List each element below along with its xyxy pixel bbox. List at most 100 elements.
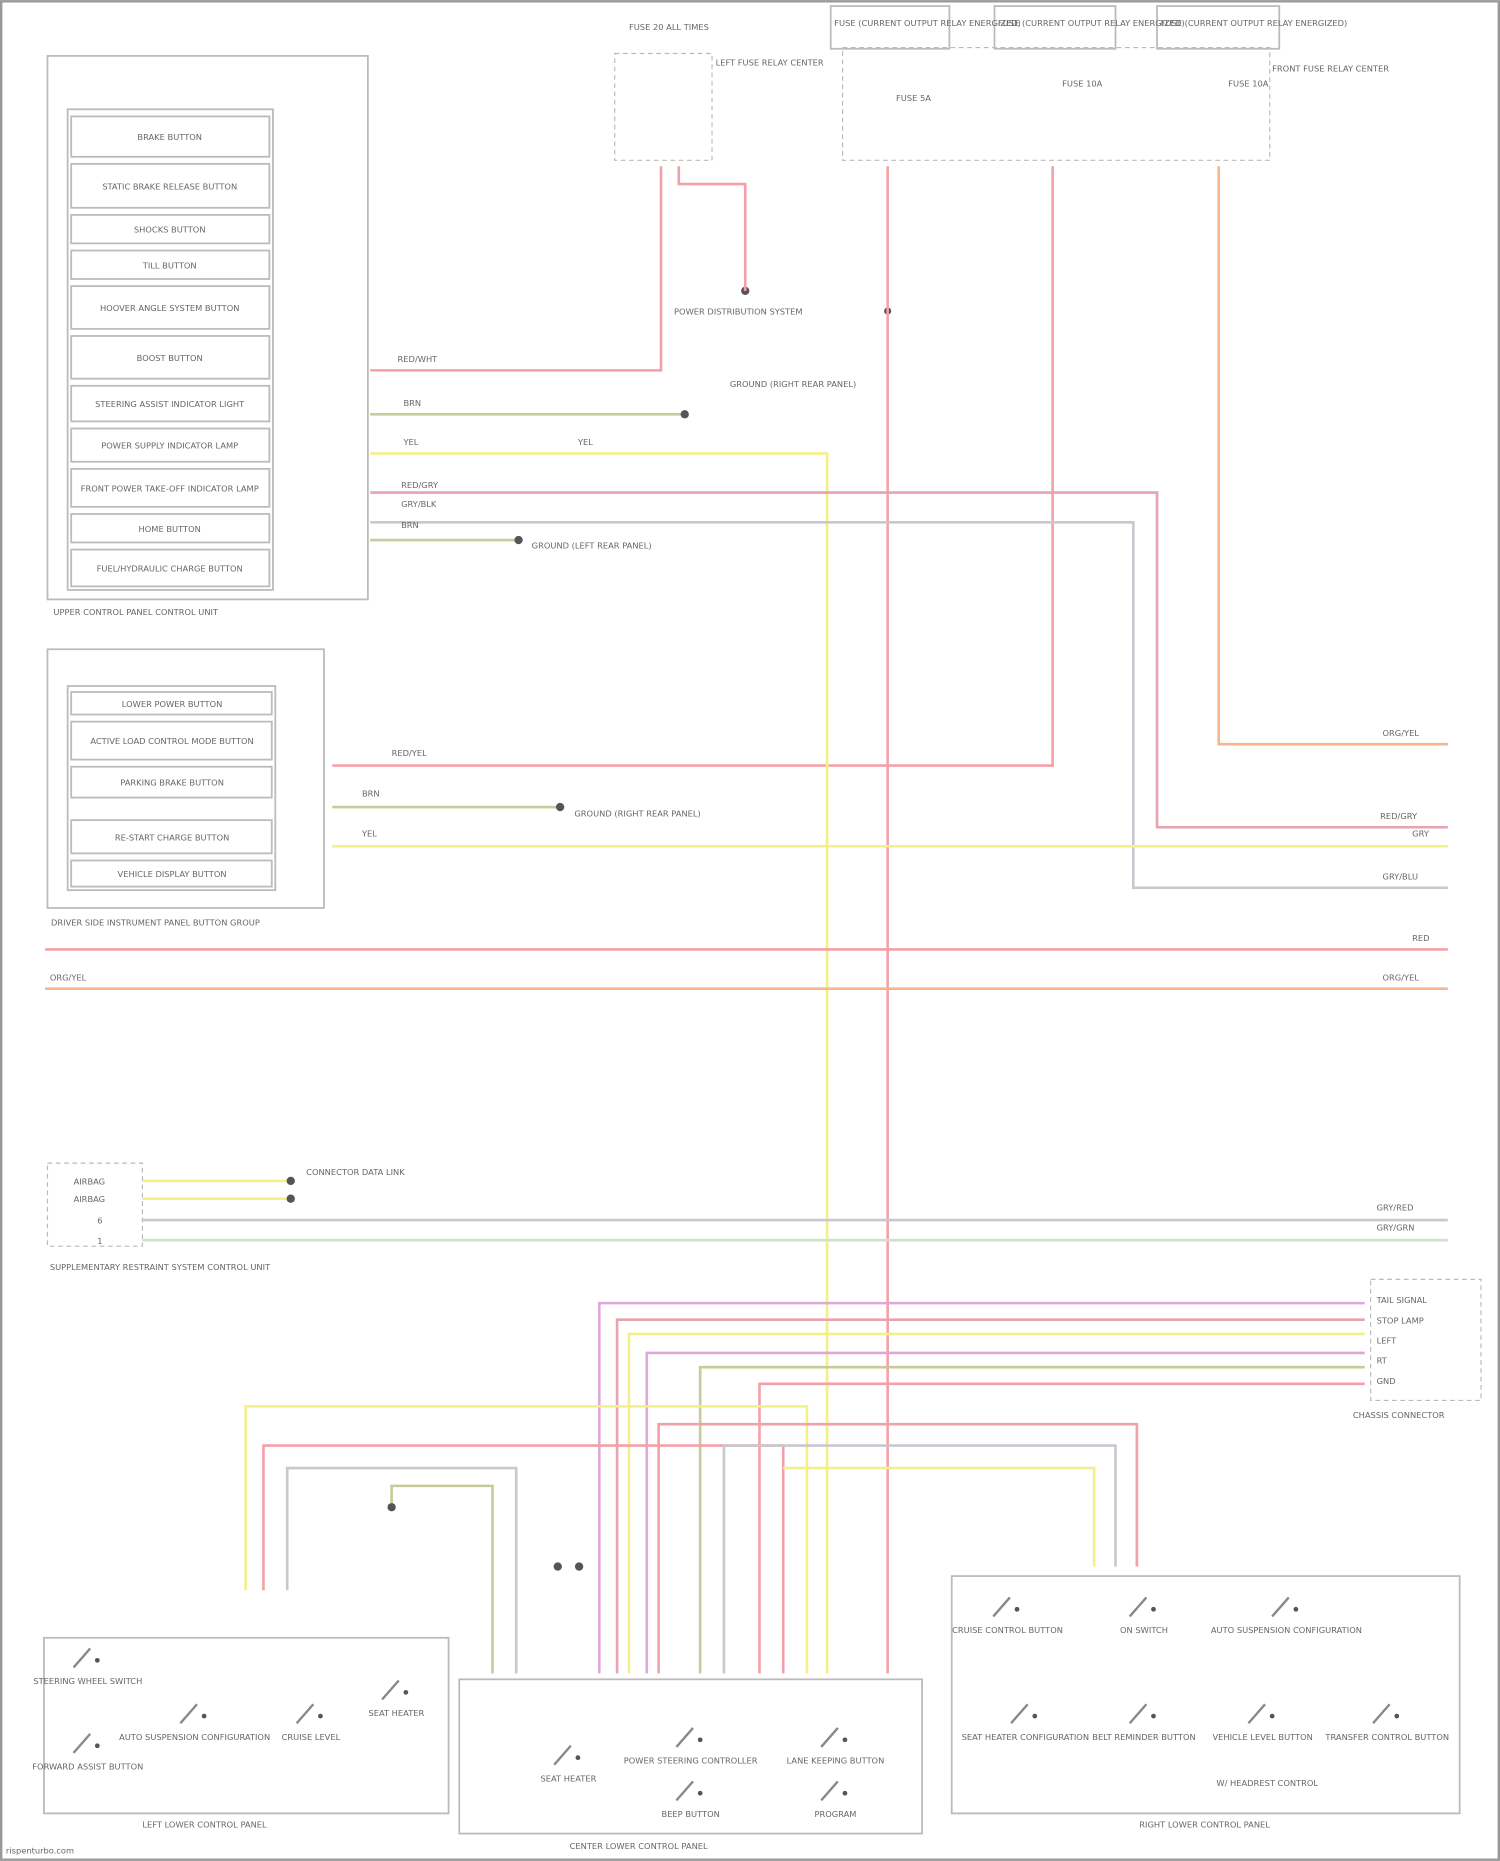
switch-contact (575, 1755, 581, 1761)
panel-button-label: BOOST BUTTON (137, 353, 203, 363)
panel-item-label: CRUISE CONTROL BUTTON (952, 1625, 1063, 1635)
connector-pin-label: LEFT (1377, 1335, 1397, 1345)
center-lower-control-panel: SEAT HEATER POWER STEERING CONTROLLER LANE… (458, 1678, 923, 1851)
panel-button (70, 249, 271, 280)
panel-button-label: ACTIVE LOAD CONTROL MODE BUTTON (90, 736, 253, 746)
panel-button (70, 214, 271, 245)
panel-item-label: SEAT HEATER (368, 1708, 424, 1718)
wire-gray-right (722, 1444, 1117, 1674)
right-lower-caption: RIGHT LOWER CONTROL PANEL (1139, 1820, 1270, 1830)
fuse-label-2: FUSE 10A (1062, 79, 1103, 89)
upper-panel-button-column (66, 108, 274, 591)
fuse-box-label: FUSE 20 ALL TIMES (629, 22, 709, 32)
wire-label: RED/WHT (398, 354, 439, 364)
switch-contact (697, 1790, 703, 1796)
relay-header-text-1: FUSE (CURRENT OUTPUT RELAY ENERGIZED) (834, 18, 1021, 28)
srs-control-unit: AIRBAG AIRBAG 6 1 SUPPLEMENTARY RESTRAIN… (46, 1162, 405, 1272)
panel-item-label: BELT REMINDER BUTTON (1092, 1732, 1195, 1742)
fuse-box (614, 52, 713, 161)
wire-label: GRY/RED (1377, 1203, 1414, 1213)
panel-item-label: CRUISE LEVEL (282, 1732, 341, 1742)
left-lower-panel-frame (43, 1636, 450, 1815)
wire-red-right (657, 1422, 1139, 1674)
wire-red-ground (677, 166, 747, 291)
wire-gray-left (285, 1466, 518, 1674)
switch-icon (1247, 1703, 1266, 1725)
wire-label: RED/YEL (392, 748, 428, 758)
wire-labels: RED/WHT BRN YEL YEL RED/GRY GRY/BLK BRN … (50, 354, 1430, 1233)
center-lower-caption: CENTER LOWER CONTROL PANEL (570, 1841, 708, 1851)
panel-button-label: STEERING ASSIST INDICATOR LIGHT (95, 399, 245, 409)
panel-button (70, 765, 273, 799)
fuse-note: LEFT FUSE RELAY CENTER (716, 57, 824, 67)
splice-8 (574, 1562, 584, 1571)
switch-contact (842, 1790, 848, 1796)
wire-label: YEL (402, 437, 418, 447)
panel-item-label: BEEP BUTTON (662, 1809, 720, 1819)
chassis-connector-box (1370, 1278, 1482, 1402)
switch-icon (675, 1780, 694, 1802)
left-lower-control-panel: STEERING WHEEL SWITCH FORWARD ASSIST BUTT… (32, 1636, 450, 1830)
wire-yellow-right (783, 1466, 1096, 1567)
srs-box (46, 1162, 143, 1247)
switch-contact (1293, 1606, 1299, 1612)
panel-button-label: RE-START CHARGE BUTTON (115, 832, 230, 842)
panel-button (70, 162, 271, 209)
switch-contact (1394, 1713, 1400, 1719)
relay-header-text-3: FUSE (CURRENT OUTPUT RELAY ENERGIZED) (1161, 18, 1348, 28)
panel-button-label: POWER SUPPLY INDICATOR LAMP (101, 441, 238, 451)
switch-icon (820, 1780, 839, 1802)
panel-button (70, 384, 271, 423)
wire-purple-2 (645, 1351, 1365, 1674)
ground-label: POWER DISTRIBUTION SYSTEM (674, 307, 802, 317)
wire-label: YEL (361, 829, 377, 839)
wire-red-trailer (758, 1382, 1365, 1674)
switch-icon (1271, 1596, 1290, 1618)
upper-panel-caption: UPPER CONTROL PANEL CONTROL UNIT (53, 607, 219, 617)
panel-item-label: SEAT HEATER CONFIGURATION (962, 1732, 1089, 1742)
wire-label: ORG/YEL (1383, 972, 1420, 982)
chassis-connector-caption: CHASSIS CONNECTOR (1353, 1410, 1445, 1420)
wire-label: BRN (362, 788, 380, 798)
panel-button-label: FUEL/HYDRAULIC CHARGE BUTTON (97, 564, 243, 574)
panel-button-label: HOOVER ANGLE SYSTEM BUTTON (100, 303, 240, 313)
front-fuse-note: FRONT FUSE RELAY CENTER (1272, 63, 1389, 73)
panel-item-label: TRANSFER CONTROL BUTTON (1324, 1732, 1449, 1742)
switch-icon (820, 1727, 839, 1748)
upper-panel-frame (46, 55, 369, 601)
panel-item-label: LANE KEEPING BUTTON (787, 1756, 885, 1766)
wire-purple (597, 1301, 1365, 1674)
panel-item-label: STEERING WHEEL SWITCH (33, 1676, 142, 1686)
wire-label: GRY/GRN (1377, 1223, 1415, 1233)
wire-orange-right (1217, 166, 1448, 746)
switch-contact (1151, 1606, 1156, 1612)
splice-4 (286, 1176, 295, 1186)
wire-label: GRY/BLU (1383, 871, 1419, 881)
instrument-panel-button-group: LOWER POWER BUTTON ACTIVE LOAD CONTROL MO… (46, 648, 325, 928)
panel-button-label: VEHICLE DISPLAY BUTTON (118, 869, 227, 879)
ground-note: GROUND (RIGHT REAR PANEL) (730, 379, 856, 389)
right-lower-panel-frame (950, 1575, 1461, 1815)
srs-pin: AIRBAG (74, 1194, 106, 1204)
srs-caption: SUPPLEMENTARY RESTRAINT SYSTEM CONTROL U… (50, 1262, 271, 1272)
splice-1 (680, 410, 689, 419)
panel-button (70, 427, 271, 463)
panel-button-label: SHOCKS BUTTON (134, 225, 206, 235)
relay-header-2 (993, 5, 1117, 50)
footer-text: rispenturbo.com (6, 1846, 74, 1856)
wire-yellow-upper (370, 452, 829, 1674)
panel-button (70, 548, 271, 588)
switch-contact (1032, 1713, 1038, 1719)
switch-contact (1269, 1713, 1275, 1719)
right-group-note: W/ HEADREST CONTROL (1216, 1778, 1318, 1788)
panel-item-label: PROGRAM (814, 1809, 856, 1819)
switch-icon (992, 1596, 1011, 1618)
relay-fuse-box (841, 46, 1271, 161)
left-lower-caption: LEFT LOWER CONTROL PANEL (142, 1820, 267, 1830)
wire-yellow-left (244, 1405, 809, 1674)
wire-gray-black (370, 520, 1448, 890)
wire-label: YEL (577, 437, 593, 447)
panel-item-label: VEHICLE LEVEL BUTTON (1212, 1732, 1312, 1742)
panel-button (70, 859, 273, 888)
